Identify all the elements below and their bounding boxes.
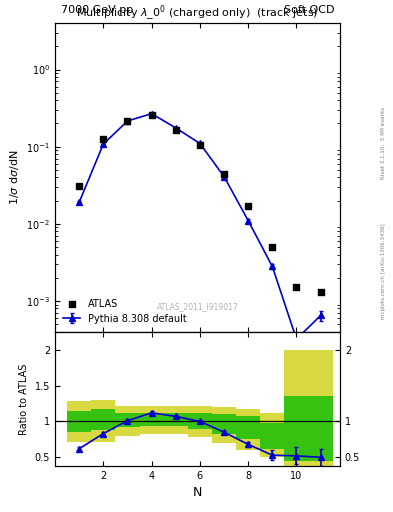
Text: Rivet 3.1.10,  3.4M events: Rivet 3.1.10, 3.4M events — [381, 108, 386, 179]
ATLAS — [221, 170, 227, 178]
Text: 7000 GeV pp: 7000 GeV pp — [61, 5, 133, 15]
ATLAS — [269, 243, 275, 251]
Text: mcplots.cern.ch [arXiv:1306.3436]: mcplots.cern.ch [arXiv:1306.3436] — [381, 224, 386, 319]
ATLAS — [293, 283, 299, 291]
ATLAS — [197, 141, 203, 149]
ATLAS — [100, 135, 107, 143]
ATLAS — [124, 117, 130, 125]
ATLAS — [173, 126, 179, 134]
Text: ATLAS_2011_I919017: ATLAS_2011_I919017 — [156, 303, 239, 311]
Y-axis label: 1/$\sigma$ d$\sigma$/dN: 1/$\sigma$ d$\sigma$/dN — [7, 150, 20, 205]
Text: Soft QCD: Soft QCD — [284, 5, 334, 15]
Title: Multiplicity $\lambda\_0^0$ (charged only)  (track jets): Multiplicity $\lambda\_0^0$ (charged onl… — [76, 4, 319, 23]
ATLAS — [76, 182, 82, 190]
Legend: ATLAS, Pythia 8.308 default: ATLAS, Pythia 8.308 default — [60, 296, 190, 327]
X-axis label: N: N — [193, 486, 202, 499]
ATLAS — [149, 111, 155, 119]
ATLAS — [318, 288, 324, 296]
Y-axis label: Ratio to ATLAS: Ratio to ATLAS — [19, 363, 29, 435]
ATLAS — [245, 202, 252, 210]
